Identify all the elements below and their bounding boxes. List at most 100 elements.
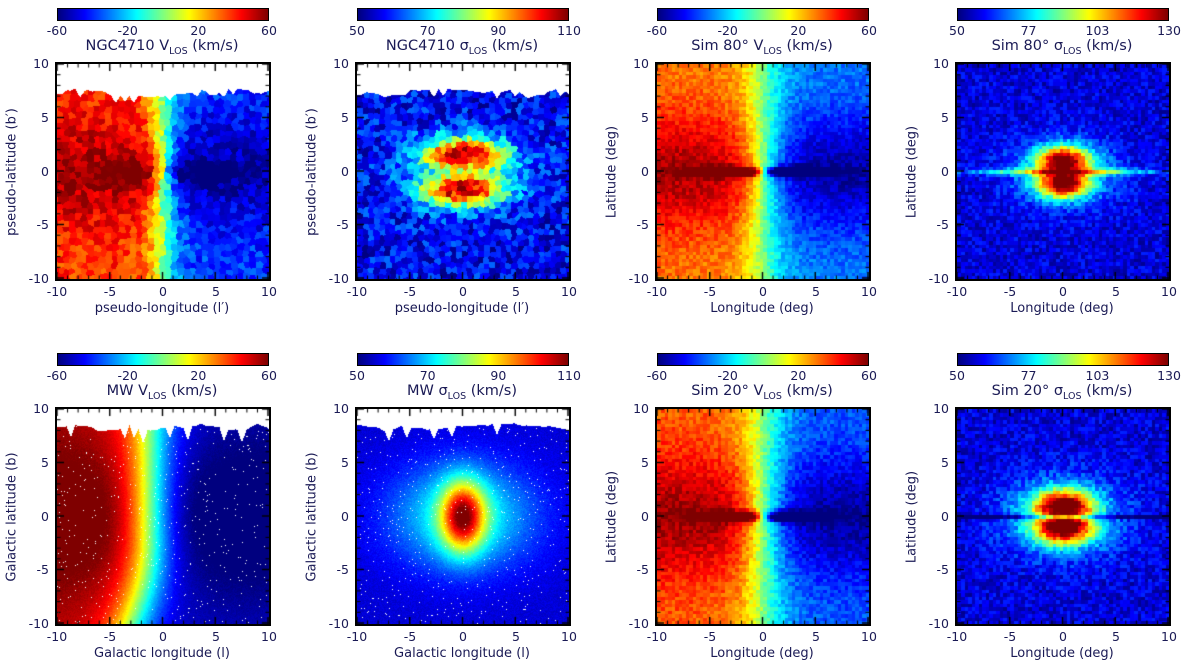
y-axis-tick-labels: 10 5 0 -5 -10: [600, 401, 649, 631]
colorbar-tick-label: 60: [261, 368, 277, 383]
colorbar-tick-label: 90: [490, 368, 507, 383]
y-tick-label: -5: [936, 562, 949, 578]
y-tick-label: 5: [941, 109, 949, 125]
x-tick-label: -5: [703, 629, 717, 644]
x-tick-label: 5: [212, 629, 220, 644]
colorbar-tick-label: 70: [419, 368, 436, 383]
colorbar: [657, 353, 869, 366]
y-axis-tick-labels: 10 5 0 -5 -10: [300, 56, 349, 286]
panel-title-post: (km/s): [487, 38, 539, 54]
colorbar-tick-labels: 50 77 103 130: [949, 23, 1181, 38]
x-tick-label: -10: [346, 629, 368, 644]
x-axis-tick-labels: -10 -5 0 5 10: [47, 284, 277, 299]
panel-title: NGC4710 σLOS (km/s): [328, 38, 596, 57]
y-tick-label: -10: [628, 616, 649, 631]
x-tick-label: -5: [403, 284, 417, 299]
x-tick-label: -10: [646, 629, 668, 644]
y-tick-label: 10: [933, 401, 949, 416]
panel-title-pre: MW σ: [406, 383, 448, 399]
colorbar-tick-labels: 50 70 90 110: [349, 23, 581, 38]
x-tick-label: -10: [46, 284, 68, 299]
y-tick-label: 0: [41, 163, 49, 179]
y-tick-label: -5: [36, 217, 49, 233]
x-tick-label: 10: [261, 284, 277, 299]
panel-title-pre: NGC4710 σ: [385, 38, 469, 54]
colorbar: [57, 8, 269, 21]
colorbar-gradient: [358, 354, 568, 365]
colorbar: [57, 353, 269, 366]
heatmap-canvas: [657, 64, 869, 279]
y-tick-label: 10: [33, 401, 49, 416]
map-plot-area: [355, 407, 571, 626]
colorbar-tick-label: 50: [349, 368, 365, 383]
heatmap-canvas: [357, 64, 569, 279]
colorbar: [357, 8, 569, 21]
colorbar-tick-label: -60: [646, 368, 668, 383]
colorbar-gradient: [658, 354, 868, 365]
panel-title-sub: LOS: [763, 390, 782, 402]
map-plot-area: [655, 407, 871, 626]
panel-title-post: (km/s): [1081, 383, 1133, 399]
y-tick-label: 0: [341, 508, 349, 524]
x-tick-label: 0: [1059, 629, 1067, 644]
y-axis-tick-labels: 10 5 0 -5 -10: [0, 56, 49, 286]
x-tick-label: -5: [103, 284, 117, 299]
x-tick-label: 0: [459, 284, 467, 299]
y-tick-label: -5: [336, 562, 349, 578]
map-plot-area: [955, 407, 1171, 626]
y-axis-tick-labels: 10 5 0 -5 -10: [300, 401, 349, 631]
colorbar-tick-label: -20: [717, 23, 738, 38]
y-tick-label: -5: [636, 562, 649, 578]
y-tick-label: -10: [328, 271, 349, 286]
map-panel-mw-sigma: 50 70 90 110 MW σLOS (km/s) 10 5 0 -5 -10 Galac…: [300, 345, 600, 669]
x-tick-label: -5: [103, 629, 117, 644]
x-tick-label: 5: [812, 629, 820, 644]
y-axis-label: Latitude (deg): [904, 62, 920, 281]
x-tick-label: 5: [812, 284, 820, 299]
x-tick-label: 0: [159, 284, 167, 299]
colorbar-gradient: [358, 9, 568, 20]
x-axis-tick-labels: -10 -5 0 5 10: [647, 284, 877, 299]
colorbar-gradient: [58, 9, 268, 20]
colorbar-tick-labels: -60 -20 20 60: [47, 368, 277, 383]
y-axis-tick-labels: 10 5 0 -5 -10: [600, 56, 649, 286]
colorbar-tick-label: 77: [1020, 23, 1037, 38]
y-tick-label: 10: [33, 56, 49, 71]
y-axis-label-text: pseudo-latitude (b′): [4, 107, 20, 236]
colorbar-tick-label: 90: [490, 23, 507, 38]
panel-title: MW VLOS (km/s): [28, 383, 296, 402]
map-panel-sim20-sigma: 50 77 103 130 Sim 20° σLOS (km/s) 10 5 0 -5 -10…: [900, 345, 1200, 669]
colorbar-gradient: [958, 354, 1168, 365]
x-axis-label: Longitude (deg): [710, 301, 814, 316]
y-tick-label: -10: [28, 271, 49, 286]
colorbar-tick-label: 130: [1157, 368, 1181, 383]
x-axis-tick-labels: -10 -5 0 5 10: [347, 629, 577, 644]
panel-title-pre: Sim 80° V: [691, 38, 764, 54]
y-tick-label: -10: [328, 616, 349, 631]
colorbar-tick-label: 50: [949, 23, 965, 38]
colorbar-tick-label: 110: [557, 368, 581, 383]
panel-title-sub: LOS: [1063, 45, 1082, 57]
x-axis-tick-labels: -10 -5 0 5 10: [947, 284, 1177, 299]
map-panel-ngc4710-sigma: 50 70 90 110 NGC4710 σLOS (km/s) 10 5 0 -5 -10 …: [300, 0, 600, 324]
y-tick-label: -10: [928, 616, 949, 631]
colorbar-gradient: [58, 354, 268, 365]
panel-title: Sim 80° VLOS (km/s): [628, 38, 896, 57]
colorbar: [357, 353, 569, 366]
panel-title-sub: LOS: [763, 45, 782, 57]
x-tick-label: 0: [459, 629, 467, 644]
x-tick-label: 0: [759, 629, 767, 644]
y-axis-label-text: Latitude (deg): [904, 125, 920, 218]
x-axis-label: Longitude (deg): [710, 646, 814, 661]
y-tick-label: 10: [633, 401, 649, 416]
colorbar-tick-labels: 50 77 103 130: [949, 368, 1181, 383]
y-tick-label: 10: [933, 56, 949, 71]
panel-title: MW σLOS (km/s): [328, 383, 596, 402]
y-tick-label: 5: [641, 109, 649, 125]
colorbar-tick-label: 20: [190, 23, 207, 38]
y-tick-label: 5: [641, 454, 649, 470]
panel-title: Sim 20° VLOS (km/s): [628, 383, 896, 402]
x-tick-label: -5: [703, 284, 717, 299]
heatmap-canvas: [57, 64, 269, 279]
map-panel-sim80-sigma: 50 77 103 130 Sim 80° σLOS (km/s) 10 5 0 -5 -10…: [900, 0, 1200, 324]
